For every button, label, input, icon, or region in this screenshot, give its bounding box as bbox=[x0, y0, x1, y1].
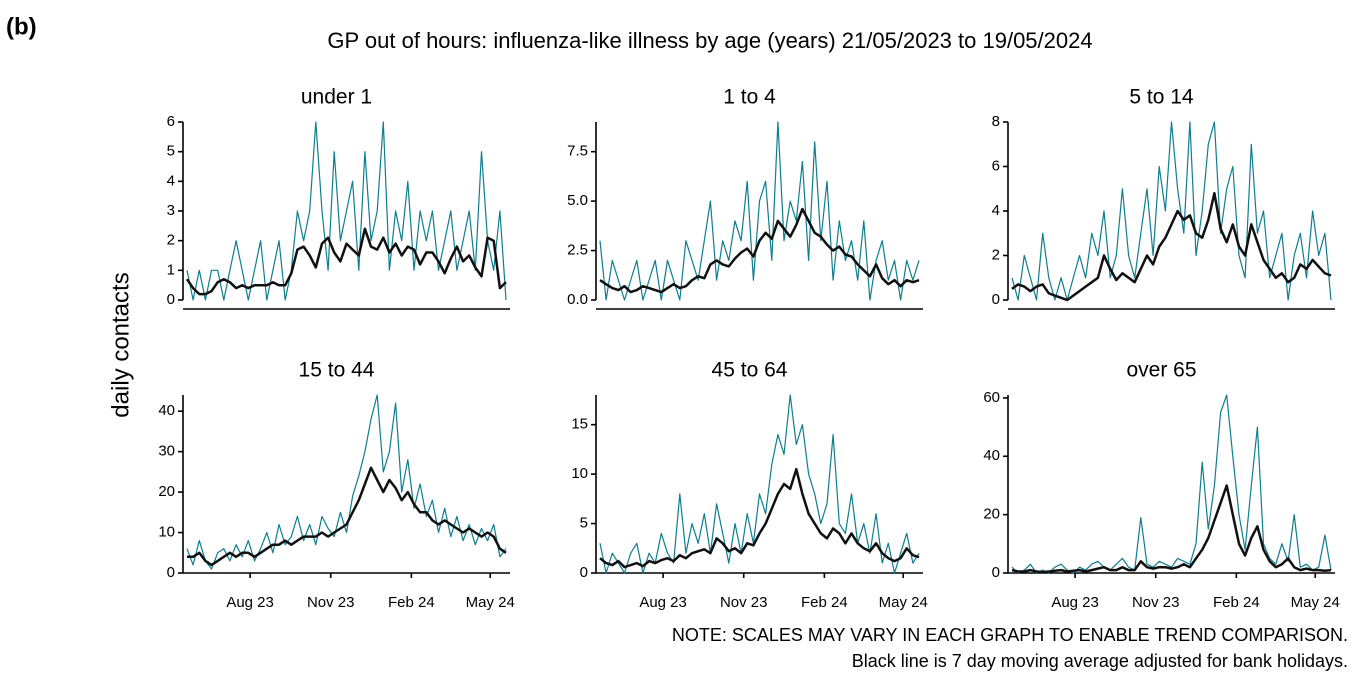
y-tick-label: 20 bbox=[983, 506, 1000, 523]
note: NOTE: SCALES MAY VARY IN EACH GRAPH TO E… bbox=[672, 625, 1348, 645]
x-tick-label: Nov 23 bbox=[307, 594, 355, 611]
series-line bbox=[1011, 121, 1332, 301]
y-tick-label: 40 bbox=[983, 447, 1000, 464]
panel-title: 5 to 14 bbox=[1129, 86, 1194, 109]
y-tick-label: 40 bbox=[158, 402, 175, 419]
panel-label: (b) bbox=[6, 13, 37, 40]
y-tick-label: 0 bbox=[992, 564, 1000, 581]
x-tick-label: May 24 bbox=[1291, 594, 1340, 611]
y-tick-label: 0 bbox=[580, 564, 588, 581]
x-tick-label: May 24 bbox=[879, 594, 928, 611]
x-tick-label: Feb 24 bbox=[1213, 594, 1260, 611]
series-line bbox=[599, 394, 920, 574]
series-line bbox=[599, 207, 920, 294]
panel-title: 1 to 4 bbox=[723, 86, 776, 109]
x-tick-label: Nov 23 bbox=[720, 594, 768, 611]
panel-title: under 1 bbox=[301, 86, 372, 109]
y-tick-label: 1 bbox=[167, 261, 175, 278]
y-tick-label: 2.5 bbox=[567, 242, 588, 259]
series-line bbox=[185, 227, 507, 296]
y-tick-label: 20 bbox=[158, 483, 175, 500]
y-tick-label: 2 bbox=[992, 246, 1000, 263]
y-tick-label: 10 bbox=[158, 524, 175, 541]
y-tick-label: 15 bbox=[571, 416, 588, 433]
series-line bbox=[186, 394, 507, 570]
series-line bbox=[1011, 191, 1332, 302]
y-tick-label: 6 bbox=[167, 113, 175, 130]
x-tick-label: Aug 23 bbox=[639, 594, 687, 611]
y-tick-label: 10 bbox=[571, 465, 588, 482]
note: Black line is 7 day moving average adjus… bbox=[852, 651, 1348, 671]
y-axis-label: daily contacts bbox=[107, 272, 134, 417]
y-tick-label: 3 bbox=[167, 202, 175, 219]
y-tick-label: 7.5 bbox=[567, 143, 588, 160]
y-tick-label: 0.0 bbox=[567, 291, 588, 308]
series-line bbox=[1011, 394, 1332, 574]
y-tick-label: 8 bbox=[992, 113, 1000, 130]
series-line bbox=[187, 466, 507, 567]
x-tick-label: Aug 23 bbox=[226, 594, 274, 611]
y-tick-label: 0 bbox=[167, 291, 175, 308]
y-tick-label: 30 bbox=[158, 443, 175, 460]
y-tick-label: 60 bbox=[983, 389, 1000, 406]
y-tick-label: 5.0 bbox=[567, 192, 588, 209]
y-tick-label: 2 bbox=[167, 232, 175, 249]
series-line bbox=[186, 121, 507, 301]
panel-title: 45 to 64 bbox=[712, 359, 788, 382]
figure-title: GP out of hours: influenza-like illness … bbox=[327, 28, 1092, 53]
y-tick-label: 4 bbox=[992, 202, 1000, 219]
x-tick-label: May 24 bbox=[466, 594, 515, 611]
panel-title: over 65 bbox=[1126, 359, 1196, 382]
y-tick-label: 0 bbox=[992, 291, 1000, 308]
panel-title: 15 to 44 bbox=[299, 359, 375, 382]
y-tick-label: 0 bbox=[167, 564, 175, 581]
x-tick-label: Nov 23 bbox=[1132, 594, 1180, 611]
series-line bbox=[599, 121, 920, 301]
x-tick-label: Feb 24 bbox=[388, 594, 435, 611]
series-line bbox=[599, 467, 920, 569]
y-tick-label: 5 bbox=[580, 515, 588, 532]
y-tick-label: 4 bbox=[167, 172, 175, 189]
series-line bbox=[1011, 484, 1332, 574]
x-tick-label: Feb 24 bbox=[801, 594, 848, 611]
y-tick-label: 6 bbox=[992, 157, 1000, 174]
y-tick-label: 5 bbox=[167, 143, 175, 160]
x-tick-label: Aug 23 bbox=[1051, 594, 1099, 611]
